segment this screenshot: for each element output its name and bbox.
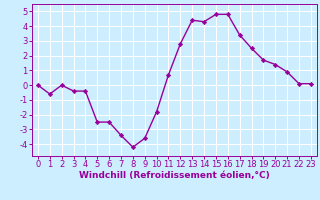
X-axis label: Windchill (Refroidissement éolien,°C): Windchill (Refroidissement éolien,°C): [79, 171, 270, 180]
